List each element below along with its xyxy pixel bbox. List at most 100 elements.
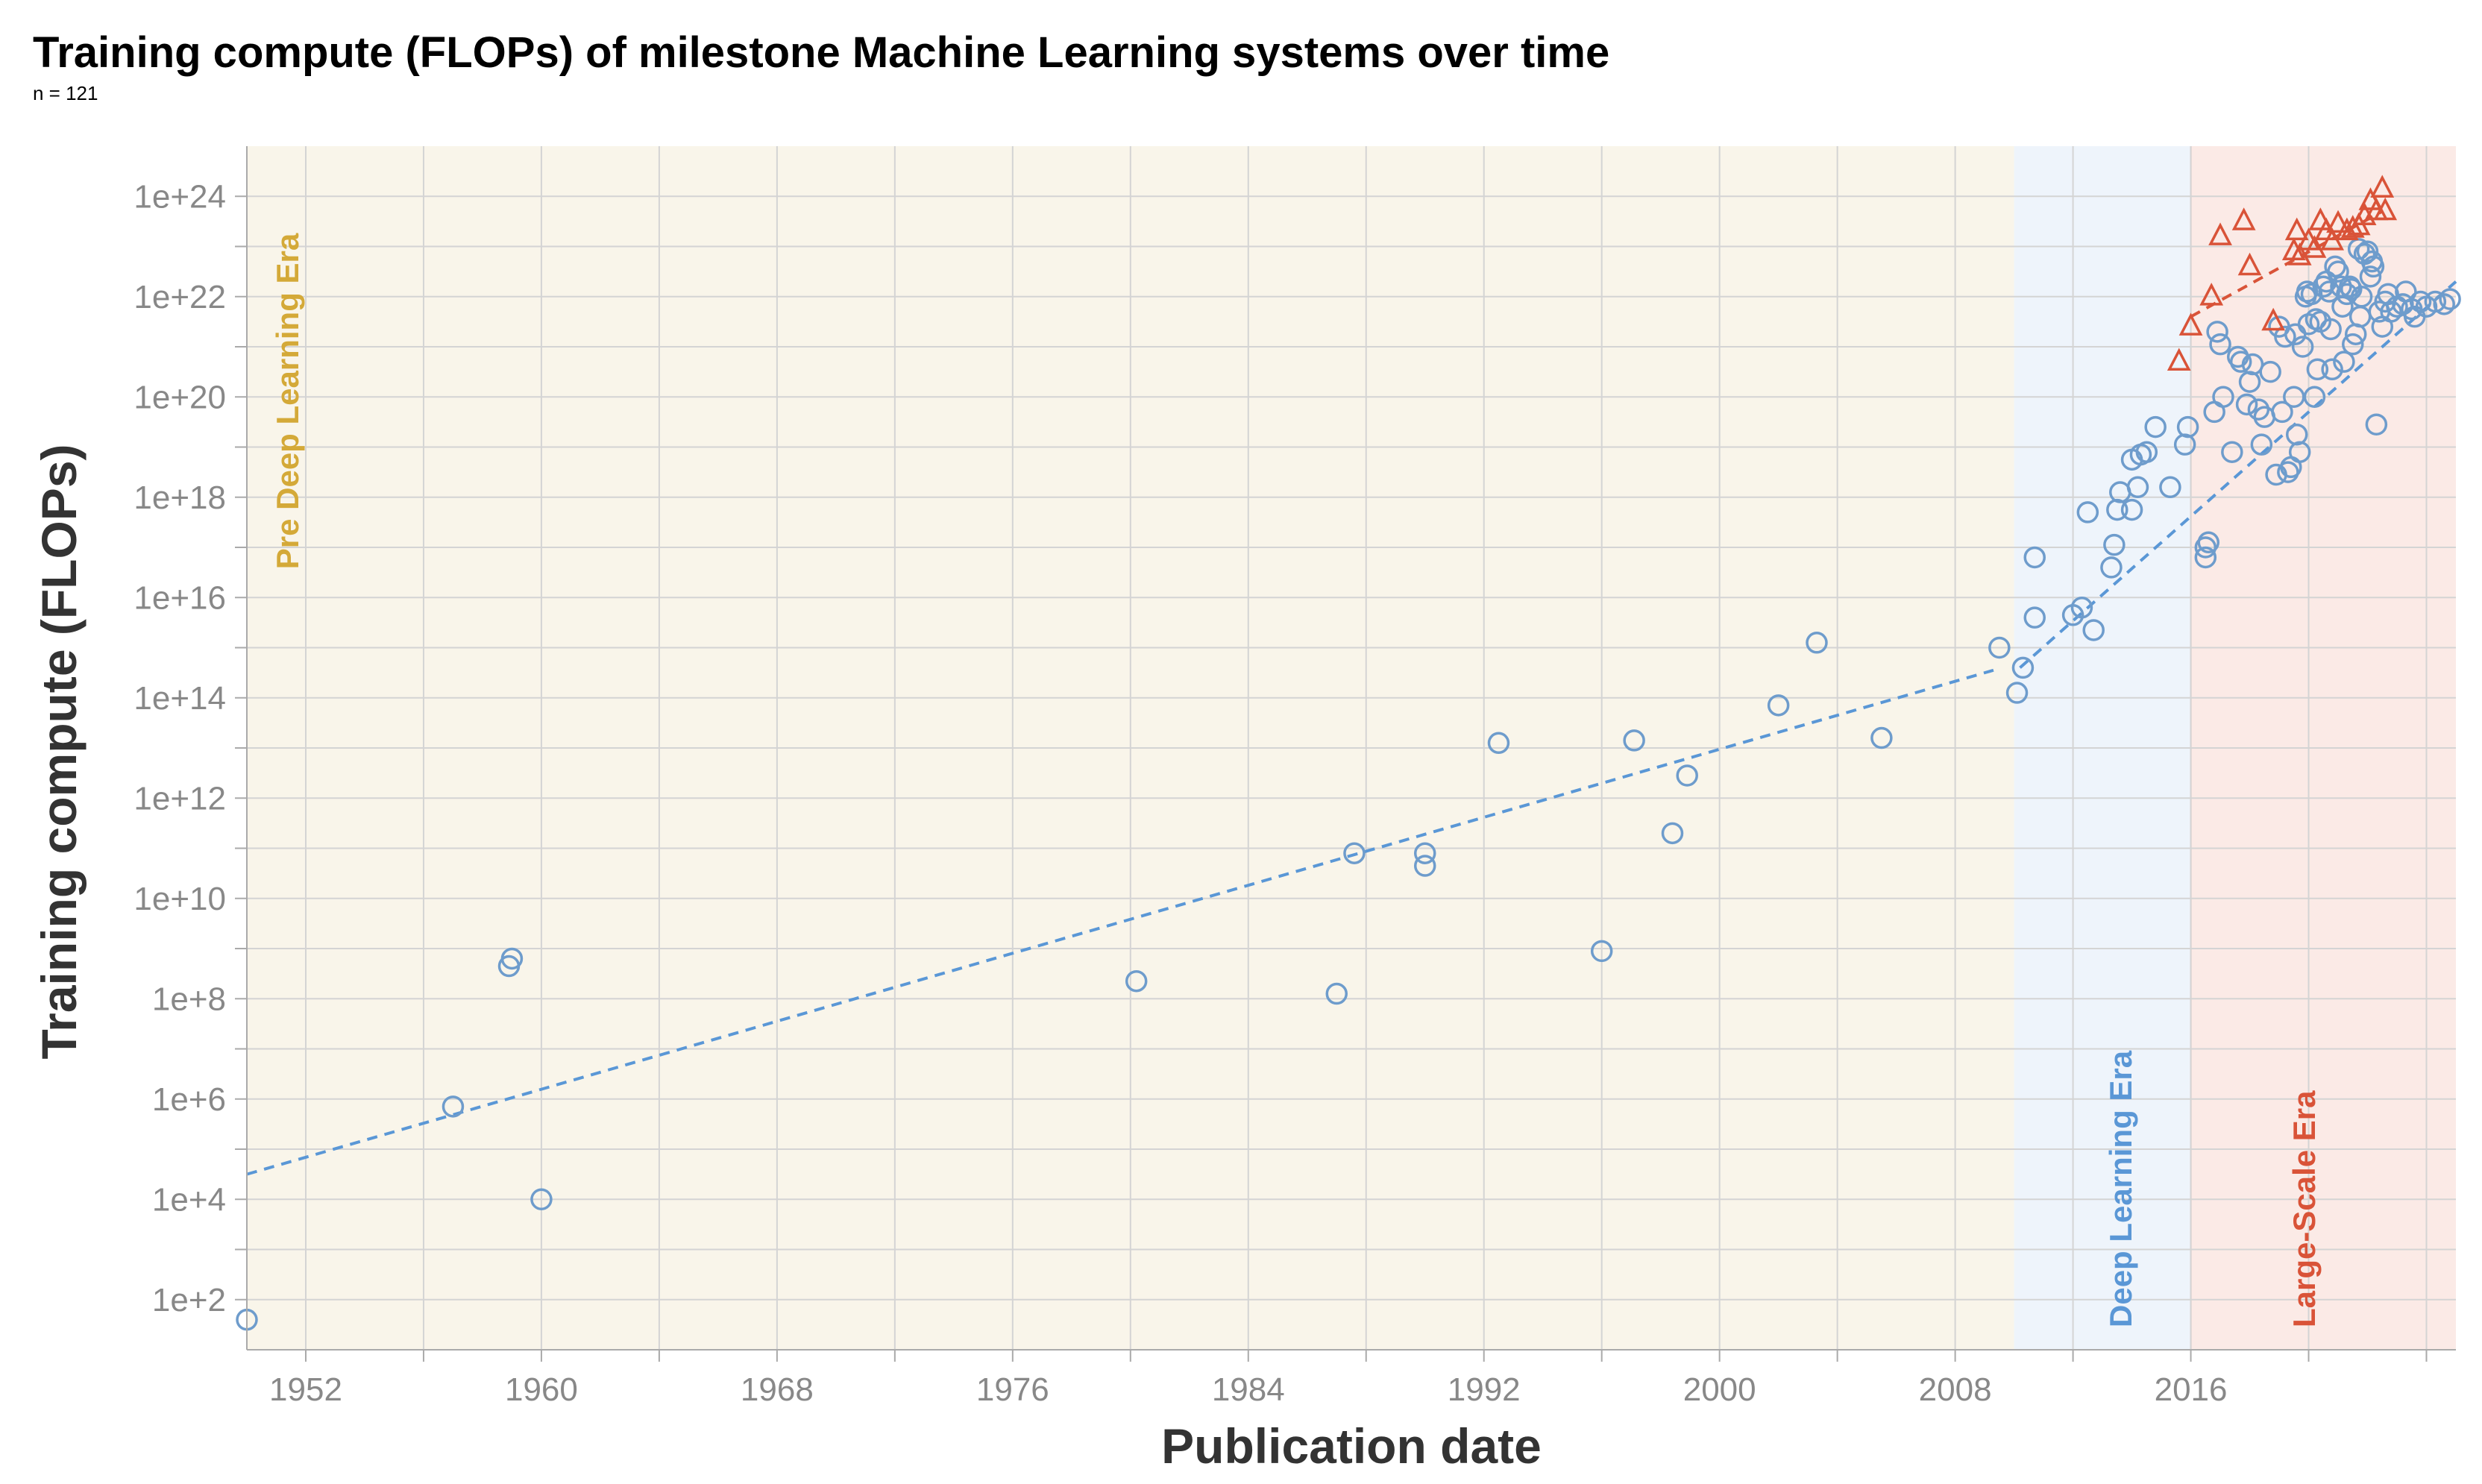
x-tick-label: 2000 — [1683, 1371, 1756, 1408]
era-label-2: Deep Learning Era — [2103, 1050, 2138, 1327]
data-point — [2291, 336, 2314, 358]
y-tick-label: 1e+16 — [133, 579, 226, 616]
data-point — [1413, 855, 1436, 877]
data-point — [1325, 982, 1348, 1005]
data-point — [2221, 441, 2243, 463]
y-tick-label: 1e+10 — [133, 881, 226, 917]
data-point — [2371, 315, 2394, 338]
data-point — [2333, 350, 2355, 373]
y-tick-label: 1e+4 — [152, 1181, 226, 1218]
trend-line-2 — [2019, 280, 2457, 669]
data-point — [2011, 656, 2035, 679]
data-point — [2120, 498, 2143, 521]
data-point — [2194, 546, 2217, 569]
data-points — [236, 175, 2461, 1331]
data-point — [1413, 842, 1436, 864]
y-tick-label: 1e+22 — [133, 279, 226, 315]
data-point-large-scale — [2199, 283, 2224, 306]
chart-subtitle: n = 121 — [33, 82, 98, 104]
data-point-large-scale — [2302, 235, 2327, 258]
data-point — [1661, 822, 1684, 845]
data-point — [2235, 393, 2258, 416]
data-point — [2212, 386, 2234, 408]
axes: 1952 1960 1968 1976 1984 1992 2000 2008 2016 1e+2… — [133, 146, 2456, 1408]
data-point — [2300, 283, 2323, 306]
data-point — [2331, 295, 2354, 318]
data-point — [2005, 682, 2029, 704]
data-point — [2126, 476, 2149, 499]
data-point-large-scale — [2340, 215, 2365, 238]
x-tick-label: 1984 — [1212, 1371, 1285, 1408]
data-point — [2250, 433, 2273, 456]
data-point — [1806, 632, 1828, 654]
data-point-large-scale — [2326, 210, 2350, 233]
data-point-large-scale — [2370, 175, 2395, 198]
data-point — [2288, 441, 2311, 463]
data-point — [2173, 433, 2196, 456]
data-point — [2395, 280, 2417, 303]
data-point — [2197, 531, 2220, 554]
data-point — [2238, 371, 2261, 393]
y-tick-label: 1e+6 — [152, 1081, 226, 1118]
data-point-large-scale — [2178, 312, 2203, 336]
data-point — [2321, 358, 2343, 381]
x-tick-label: 1960 — [505, 1371, 578, 1408]
data-point — [2306, 358, 2329, 381]
era-labels: Pre Deep Learning Era Deep Learning Era La… — [270, 233, 2322, 1327]
data-point-large-scale — [2208, 222, 2232, 245]
data-point — [2433, 293, 2455, 315]
y-tick-label: 1e+12 — [133, 780, 226, 817]
y-tick-label: 1e+8 — [152, 981, 226, 1017]
data-point-large-scale — [2261, 307, 2286, 331]
data-point — [1487, 732, 1510, 755]
data-point — [2424, 290, 2447, 313]
data-point — [2274, 325, 2296, 348]
data-point-large-scale — [2284, 217, 2309, 241]
data-point — [2303, 386, 2326, 408]
data-point — [2403, 305, 2426, 328]
data-point — [2023, 606, 2046, 629]
data-point — [2076, 501, 2099, 524]
data-point — [1767, 694, 1790, 717]
x-tick-label: 2016 — [2155, 1371, 2228, 1408]
data-point — [2409, 290, 2432, 313]
data-point — [1676, 764, 1698, 787]
data-point-large-scale — [2237, 252, 2262, 276]
data-point — [1590, 940, 1613, 963]
data-point — [2377, 283, 2399, 306]
y-tick-label: 1e+14 — [133, 680, 226, 717]
data-point — [2342, 333, 2364, 356]
data-point — [1125, 969, 1148, 993]
data-point — [1623, 729, 1645, 752]
data-point — [2359, 265, 2382, 288]
data-point — [2360, 250, 2384, 273]
data-point — [2159, 476, 2181, 499]
data-point — [442, 1095, 465, 1118]
data-point — [2209, 333, 2231, 356]
data-point-large-scale — [2167, 348, 2191, 371]
data-point — [2327, 260, 2349, 283]
data-point — [1870, 726, 1893, 749]
data-point-large-scale — [2373, 197, 2398, 221]
data-point — [2365, 413, 2388, 436]
data-point — [2176, 415, 2199, 438]
y-tick-label: 1e+24 — [133, 178, 226, 215]
data-point — [2023, 546, 2046, 569]
data-point — [500, 947, 524, 970]
data-point — [2319, 318, 2342, 341]
data-point — [2284, 323, 2307, 345]
y-tick-label: 1e+2 — [152, 1282, 226, 1318]
y-tick-label: 1e+20 — [133, 379, 226, 415]
x-tick-label: 1976 — [976, 1371, 1049, 1408]
data-point — [2271, 400, 2293, 424]
data-point — [2144, 415, 2167, 438]
chart-title: Training compute (FLOPs) of milestone Ma… — [33, 28, 1609, 77]
y-tick-label: 1e+18 — [133, 480, 226, 516]
data-point — [2340, 277, 2363, 301]
data-point — [2135, 441, 2158, 463]
data-point — [2103, 533, 2126, 556]
gridlines — [247, 146, 2456, 1350]
x-tick-label: 1968 — [741, 1371, 814, 1408]
data-point-large-scale — [2231, 207, 2256, 230]
